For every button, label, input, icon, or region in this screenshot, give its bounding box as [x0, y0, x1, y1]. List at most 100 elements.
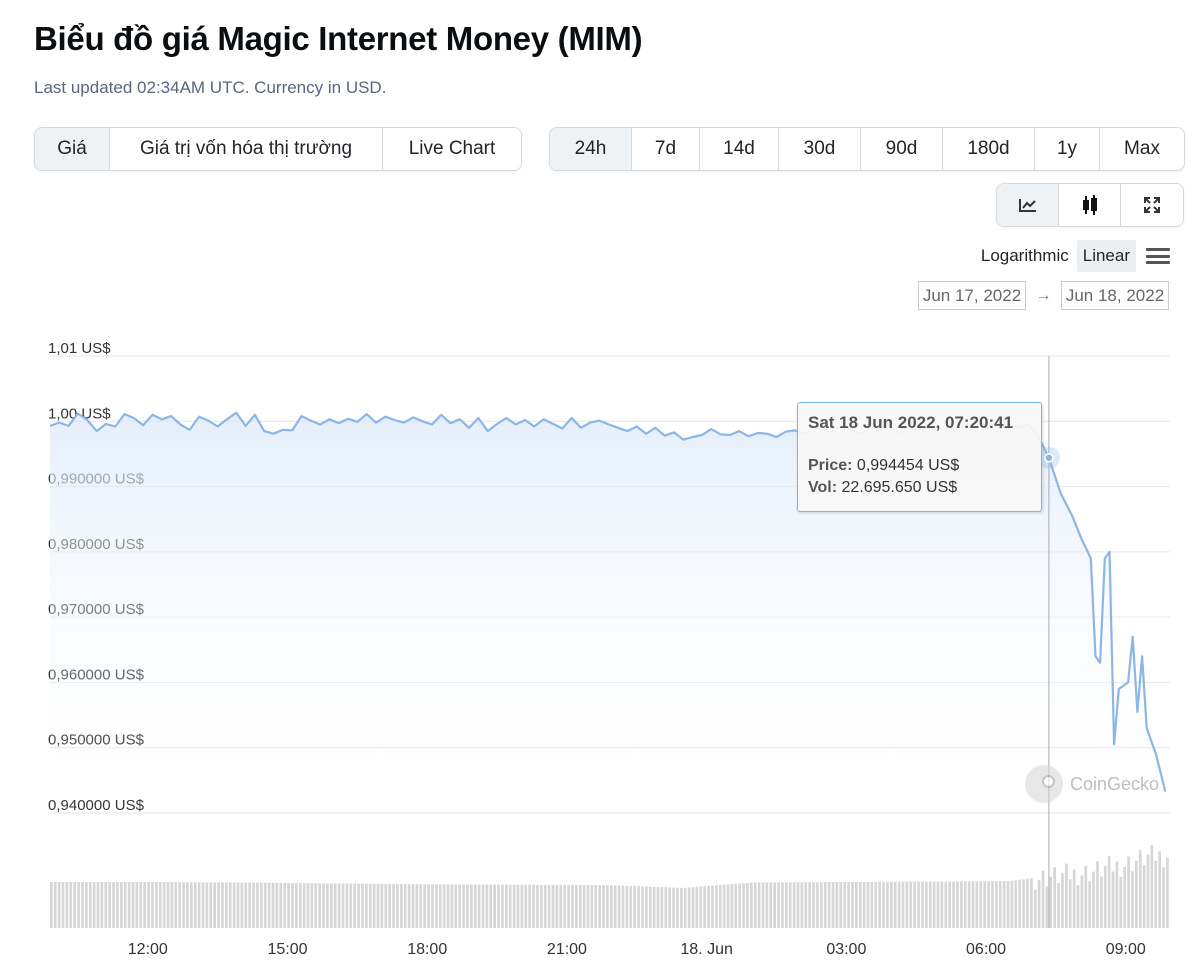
- volume-bar: [948, 881, 952, 928]
- volume-bar: [489, 884, 493, 928]
- volume-bar: [578, 885, 582, 928]
- volume-bar: [1154, 860, 1158, 928]
- volume-bar: [742, 883, 745, 928]
- volume-bar: [1018, 879, 1022, 928]
- volume-bar: [322, 883, 325, 928]
- fullscreen-button[interactable]: [1121, 184, 1183, 226]
- chart-tool-group: [996, 183, 1184, 227]
- volume-bar: [357, 883, 360, 928]
- volume-bar: [493, 884, 497, 928]
- x-tick-label: 06:00: [966, 941, 1006, 958]
- volume-bar: [765, 882, 769, 928]
- volume-bar: [1158, 851, 1162, 928]
- volume-bar: [551, 884, 555, 928]
- volume-bar: [349, 883, 353, 928]
- volume-bar: [967, 881, 971, 928]
- volume-bar: [847, 881, 850, 928]
- price-chart[interactable]: 1,01 US$1,00 US$0,990000 US$0,980000 US$…: [0, 330, 1200, 974]
- scale-logarithmic[interactable]: Logarithmic: [980, 246, 1069, 265]
- range-180d[interactable]: 180d: [943, 128, 1035, 170]
- volume-bar: [345, 883, 349, 928]
- volume-bar: [547, 884, 551, 928]
- date-to-input[interactable]: Jun 18, 2022: [1061, 281, 1169, 310]
- volume-bar: [598, 885, 602, 928]
- volume-bar: [473, 884, 477, 928]
- volume-bar: [481, 884, 485, 928]
- volume-bar: [1092, 871, 1095, 928]
- volume-bar: [143, 882, 147, 928]
- range-7d[interactable]: 7d: [632, 128, 700, 170]
- range-24h[interactable]: 24h: [550, 128, 632, 170]
- volume-bar: [485, 884, 489, 928]
- volume-bar: [1166, 857, 1169, 928]
- volume-bar: [197, 882, 201, 928]
- volume-bar: [442, 884, 446, 928]
- volume-bar: [201, 882, 205, 928]
- volume-bar: [878, 881, 882, 928]
- volume-bar: [897, 881, 901, 928]
- tooltip-vol-row: Vol: 22.695.650 US$: [808, 477, 1031, 499]
- volume-bar: [633, 886, 637, 928]
- tab-price[interactable]: Giá: [35, 128, 110, 170]
- volume-bar: [244, 882, 248, 928]
- volume-bar: [835, 882, 839, 928]
- volume-bar: [913, 881, 917, 928]
- volume-bar: [361, 883, 364, 928]
- tab-market-cap[interactable]: Giá trị vốn hóa thị trường: [110, 128, 383, 170]
- volume-bar: [940, 881, 944, 928]
- volume-bar: [524, 884, 528, 928]
- volume-bar: [1162, 867, 1165, 928]
- volume-bar: [178, 882, 182, 928]
- candlestick-button[interactable]: [1059, 184, 1121, 226]
- date-from-input[interactable]: Jun 17, 2022: [918, 281, 1026, 310]
- volume-bar: [781, 882, 784, 928]
- volume-bar: [870, 881, 874, 928]
- volume-bar: [695, 886, 699, 928]
- volume-bar: [540, 884, 543, 928]
- volume-bar: [971, 881, 975, 928]
- volume-bar: [839, 882, 843, 928]
- volume-bar: [333, 883, 337, 928]
- volume-bar: [975, 881, 979, 928]
- range-14d[interactable]: 14d: [700, 128, 779, 170]
- volume-bar: [785, 882, 788, 928]
- range-30d[interactable]: 30d: [779, 128, 861, 170]
- volume-bar: [127, 882, 131, 928]
- volume-bar: [722, 884, 726, 928]
- range-90d[interactable]: 90d: [861, 128, 943, 170]
- volume-bar: [431, 884, 434, 928]
- volume-bar: [750, 882, 753, 928]
- volume-bar: [921, 881, 924, 928]
- volume-bar: [193, 882, 197, 928]
- volume-bar: [1026, 878, 1029, 928]
- fullscreen-icon: [1144, 197, 1160, 213]
- range-max[interactable]: Max: [1100, 128, 1184, 170]
- range-1y[interactable]: 1y: [1035, 128, 1100, 170]
- volume-bar: [617, 885, 621, 928]
- volume-bar: [952, 881, 955, 928]
- volume-bar: [582, 885, 586, 928]
- volume-bar: [520, 884, 524, 928]
- volume-bar: [1138, 850, 1142, 928]
- volume-bar: [151, 882, 154, 928]
- line-chart-button[interactable]: [997, 184, 1059, 226]
- volume-bar: [769, 882, 773, 928]
- x-tick-label: 03:00: [826, 941, 866, 958]
- volume-bar: [388, 883, 392, 928]
- volume-bar: [707, 885, 710, 928]
- volume-bar: [263, 882, 267, 928]
- volume-bar: [396, 884, 399, 928]
- volume-bar: [987, 881, 990, 928]
- volume-bar: [586, 885, 590, 928]
- volume-bar: [423, 884, 427, 928]
- volume-bar: [232, 882, 236, 928]
- volume-bar: [1150, 844, 1154, 928]
- volume-bar: [1076, 885, 1080, 928]
- volume-bar: [773, 882, 777, 928]
- scale-linear[interactable]: Linear: [1076, 240, 1136, 272]
- volume-bar: [123, 882, 127, 928]
- y-tick-label: 1,01 US$: [48, 340, 111, 357]
- tab-live-chart[interactable]: Live Chart: [383, 128, 521, 170]
- hamburger-menu-icon[interactable]: [1146, 246, 1170, 266]
- volume-bar: [438, 884, 442, 928]
